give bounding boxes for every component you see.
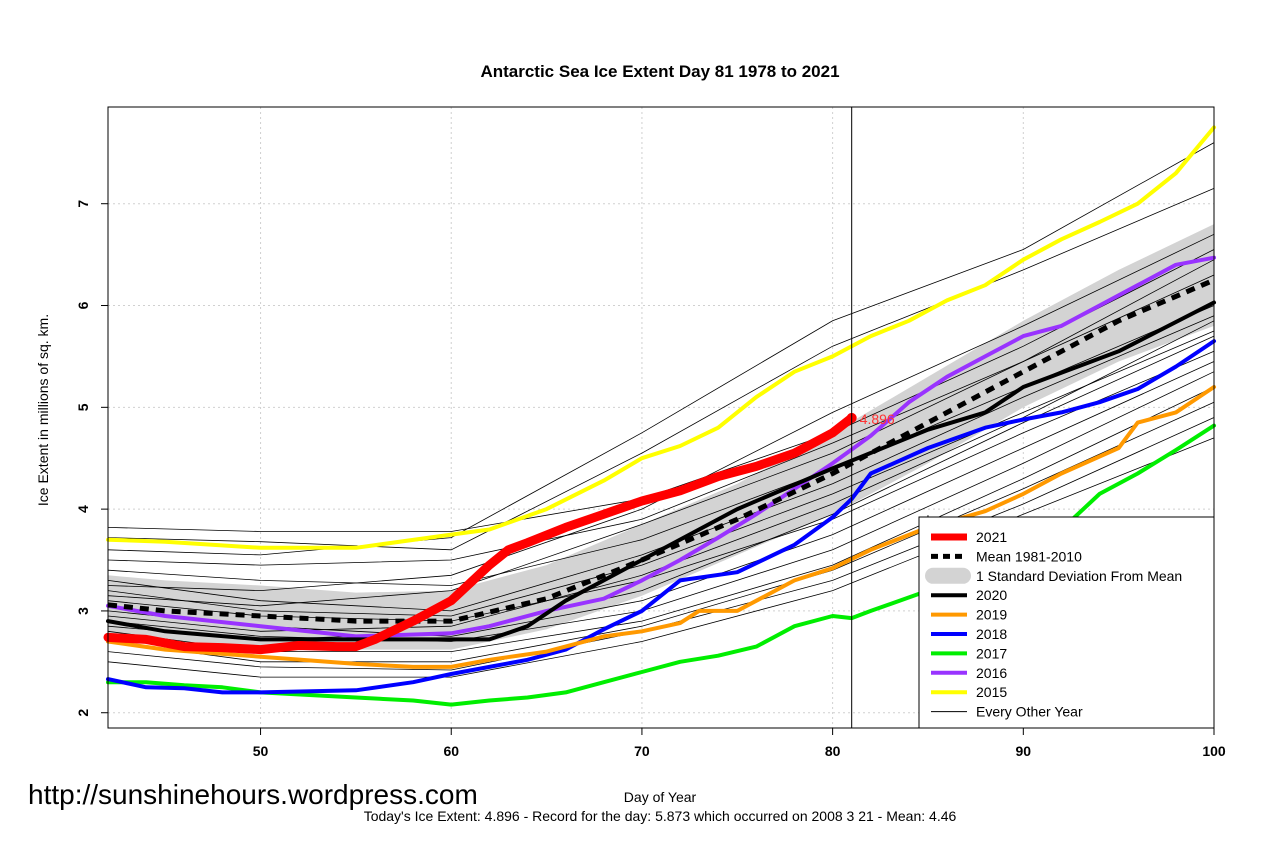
series-line-2021 bbox=[103, 413, 857, 655]
legend-label-2017: 2017 bbox=[976, 645, 1007, 661]
x-tick-label-50: 50 bbox=[253, 743, 269, 759]
thin-year-line-6 bbox=[107, 330, 1215, 617]
y-tick-label-7: 7 bbox=[75, 200, 91, 208]
legend-label-2019: 2019 bbox=[976, 607, 1007, 623]
thin-year-line-1 bbox=[107, 188, 1215, 551]
series-lines bbox=[103, 125, 1216, 707]
legend-label-2015: 2015 bbox=[976, 684, 1007, 700]
series-line-2018 bbox=[106, 339, 1216, 695]
series-line-2019 bbox=[106, 385, 1216, 669]
y-tick-label-5: 5 bbox=[75, 403, 91, 411]
series-line-2015 bbox=[106, 125, 1216, 550]
y-axis-label: Ice Extent in millions of sq. km. bbox=[35, 314, 51, 506]
x-tick-label-90: 90 bbox=[1016, 743, 1032, 759]
chart-title: Antarctic Sea Ice Extent Day 81 1978 to … bbox=[480, 62, 839, 81]
legend-label-2020: 2020 bbox=[976, 587, 1007, 603]
x-tick-label-80: 80 bbox=[825, 743, 841, 759]
thin-year-line-5 bbox=[107, 315, 1215, 612]
x-tick-label-60: 60 bbox=[443, 743, 459, 759]
legend-label-2021: 2021 bbox=[976, 529, 1007, 545]
footer-summary: Today's Ice Extent: 4.896 - Record for t… bbox=[364, 808, 957, 824]
y-tick-label-4: 4 bbox=[75, 505, 91, 513]
thin-year-line-15 bbox=[107, 259, 1215, 607]
x-tick-label-100: 100 bbox=[1202, 743, 1226, 759]
y-tick-label-2: 2 bbox=[75, 709, 91, 717]
legend-label-mean-1981-2010: Mean 1981-2010 bbox=[976, 548, 1082, 564]
thin-year-line-11 bbox=[107, 401, 1215, 663]
std-dev-band bbox=[108, 224, 1214, 650]
thin-year-line-2 bbox=[107, 142, 1215, 556]
thin-year-line-13 bbox=[107, 437, 1215, 678]
series-line-mean-1981-2010 bbox=[107, 277, 1215, 624]
plot-frame bbox=[107, 106, 1215, 729]
x-axis-ticks: 50 60 70 80 90 100 bbox=[253, 728, 1226, 759]
watermark: http://sunshinehours.wordpress.com bbox=[28, 779, 478, 810]
legend: 2021 Mean 1981-2010 1 Standard Deviation F… bbox=[918, 516, 1215, 729]
legend-label-2016: 2016 bbox=[976, 665, 1007, 681]
current-value-label: 4.896 bbox=[860, 411, 895, 427]
series-line-2020 bbox=[106, 300, 1216, 642]
x-axis-label: Day of Year bbox=[624, 789, 697, 805]
thin-year-line-14 bbox=[107, 233, 1215, 592]
legend-label-every-other-year: Every Other Year bbox=[976, 704, 1083, 720]
x-tick-label-70: 70 bbox=[634, 743, 650, 759]
legend-box bbox=[918, 516, 1215, 729]
y-tick-label-3: 3 bbox=[75, 607, 91, 615]
legend-label-2018: 2018 bbox=[976, 626, 1007, 642]
std-dev-band-layer bbox=[108, 224, 1214, 650]
y-axis-ticks: 2 3 4 5 6 7 bbox=[75, 200, 108, 717]
y-tick-label-6: 6 bbox=[75, 301, 91, 309]
legend-label-1-standard-deviation-from-mean: 1 Standard Deviation From Mean bbox=[976, 568, 1182, 584]
